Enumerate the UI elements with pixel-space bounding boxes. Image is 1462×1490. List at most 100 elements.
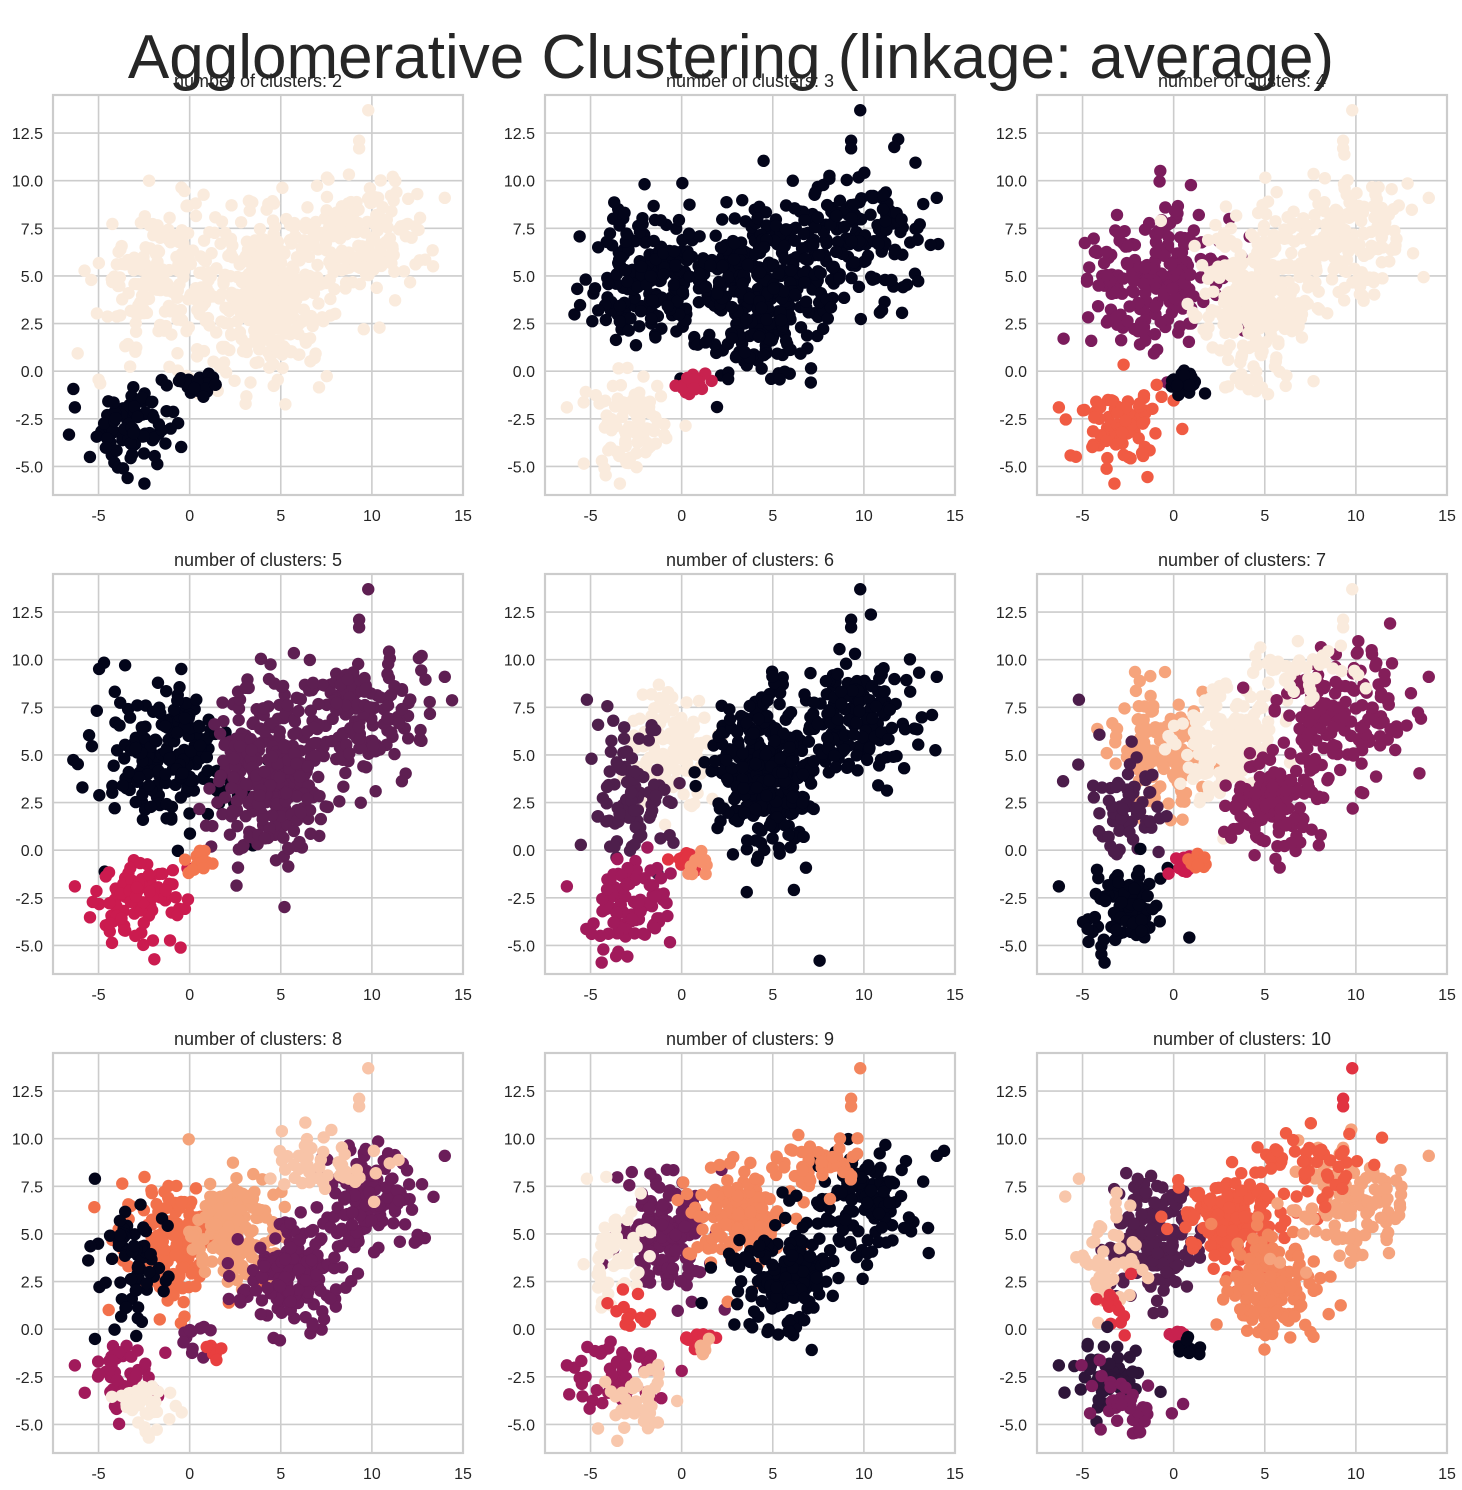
scatter-point — [278, 341, 291, 354]
scatter-point — [1257, 273, 1271, 287]
scatter-point — [1158, 665, 1172, 679]
scatter-point — [352, 239, 365, 252]
scatter-point — [249, 356, 262, 370]
scatter-point — [103, 917, 117, 930]
scatter-point — [137, 916, 150, 930]
scatter-point — [363, 182, 377, 195]
scatter-point — [634, 305, 648, 318]
scatter-point — [751, 212, 764, 225]
scatter-point — [1160, 809, 1173, 823]
scatter-point — [321, 800, 334, 814]
scatter-point — [885, 721, 899, 735]
scatter-point — [219, 226, 232, 240]
scatter-point — [1230, 238, 1243, 251]
scatter-point — [874, 664, 887, 677]
x-tick-label: 5 — [768, 508, 777, 525]
scatter-point — [1237, 700, 1250, 713]
scatter-point — [1132, 864, 1146, 877]
scatter-point — [136, 788, 149, 801]
scatter-point — [711, 287, 724, 300]
scatter-point — [1234, 713, 1247, 726]
scatter-point — [699, 336, 712, 349]
scatter-point — [1209, 218, 1222, 232]
scatter-point — [625, 912, 639, 926]
scatter-point — [882, 732, 895, 746]
scatter-point — [1321, 774, 1334, 787]
scatter-point — [663, 936, 677, 949]
scatter-point — [738, 806, 751, 820]
scatter-point — [144, 800, 158, 814]
scatter-point — [661, 299, 675, 313]
scatter-point — [1119, 414, 1132, 427]
scatter-point — [1302, 715, 1315, 729]
scatter-point — [1224, 831, 1238, 844]
scatter-point — [725, 300, 739, 314]
scatter-point — [1341, 174, 1354, 187]
scatter-point — [1373, 730, 1387, 743]
scatter-point — [395, 702, 408, 716]
scatter-point — [160, 797, 173, 811]
scatter-point — [615, 251, 628, 264]
scatter-point — [1253, 757, 1266, 770]
scatter-point — [351, 260, 365, 273]
scatter-point — [311, 258, 324, 272]
x-tick-label: -5 — [583, 987, 597, 1004]
scatter-point — [1170, 379, 1184, 392]
scatter-point — [784, 264, 798, 277]
scatter-point — [202, 291, 215, 304]
scatter-point — [912, 274, 925, 288]
scatter-point — [798, 688, 811, 701]
scatter-point — [1270, 693, 1283, 707]
scatter-point — [1087, 232, 1100, 245]
scatter-point — [1400, 719, 1413, 732]
scatter-point — [779, 334, 793, 347]
scatter-point — [409, 220, 422, 233]
scatter-point — [369, 785, 382, 798]
scatter-point — [234, 216, 248, 229]
scatter-point — [917, 197, 930, 211]
scatter-point — [740, 834, 754, 847]
scatter-points — [560, 104, 945, 490]
scatter-point — [173, 278, 186, 291]
scatter-point — [607, 714, 620, 727]
scatter-point — [649, 789, 663, 803]
scatter-point — [757, 154, 770, 168]
scatter-point — [334, 216, 347, 229]
scatter-point — [289, 231, 303, 244]
scatter-point — [253, 222, 267, 236]
scatter-point — [225, 781, 238, 795]
scatter-point — [1278, 232, 1291, 245]
scatter-point — [1121, 240, 1135, 253]
scatter-point — [272, 242, 285, 255]
scatter-point — [1260, 317, 1273, 331]
scatter-point — [142, 868, 156, 881]
scatter-point — [293, 770, 307, 783]
scatter-point — [1118, 702, 1131, 715]
scatter-point — [213, 360, 227, 373]
scatter-point — [1178, 369, 1191, 382]
scatter-point — [682, 227, 696, 240]
scatter-point — [313, 789, 326, 803]
scatter-point — [1059, 413, 1072, 426]
scatter-point — [895, 213, 908, 226]
scatter-point — [292, 704, 305, 718]
scatter-point — [1365, 701, 1379, 714]
scatter-point — [647, 199, 660, 213]
scatter-point — [197, 234, 211, 247]
x-tick-label: 10 — [855, 987, 873, 1004]
subplot-title: number of clusters: 7 — [1158, 550, 1326, 570]
scatter-point — [306, 319, 319, 333]
y-tick-label: 2.5 — [21, 796, 43, 813]
scatter-point — [1199, 287, 1212, 300]
scatter-point — [1134, 842, 1147, 856]
scatter-point — [667, 755, 680, 768]
scatter-point — [337, 780, 350, 793]
scatter-point — [1102, 830, 1115, 844]
scatter-point — [692, 694, 706, 708]
scatter-point — [312, 697, 325, 711]
scatter-point — [618, 206, 631, 220]
scatter-point — [159, 776, 172, 790]
scatter-point — [844, 621, 858, 634]
scatter-point — [1288, 235, 1301, 248]
scatter-point — [1290, 317, 1304, 331]
